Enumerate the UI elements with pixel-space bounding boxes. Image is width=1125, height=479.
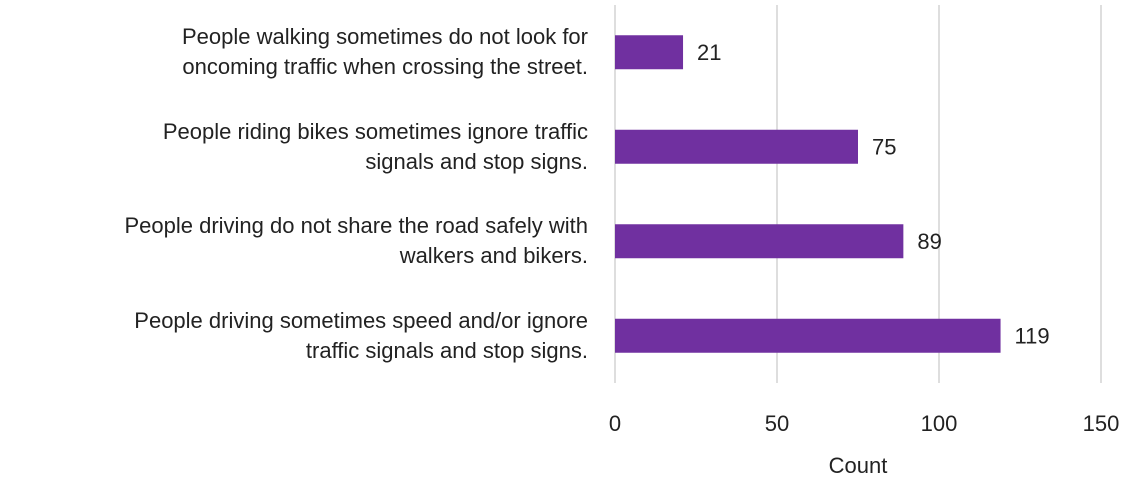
data-label: 119: [1015, 324, 1050, 349]
y-tick-label: People walking sometimes do not look for…: [182, 24, 588, 80]
data-label: 21: [697, 40, 721, 65]
y-tick-label-box: People walking sometimes do not look for…: [182, 24, 588, 80]
data-label: 89: [917, 229, 941, 254]
x-tick-label: 50: [765, 411, 789, 436]
y-tick-label: People driving do not share the road saf…: [124, 213, 588, 269]
bar: [615, 224, 904, 259]
x-axis-title: Count: [829, 453, 888, 478]
y-tick-label-box: People driving sometimes speed and/or ig…: [134, 307, 588, 363]
x-tick-label: 100: [921, 411, 958, 436]
y-tick-label-box: People riding bikes sometimes ignore tra…: [162, 118, 588, 174]
y-tick-label: People driving sometimes speed and/or ig…: [134, 307, 588, 363]
bar: [615, 35, 684, 70]
x-tick-label: 0: [609, 411, 621, 436]
y-tick-label-box: People driving do not share the road saf…: [124, 213, 588, 269]
y-tick-label: People riding bikes sometimes ignore tra…: [162, 118, 588, 174]
data-label: 75: [872, 135, 896, 160]
x-tick-label: 150: [1083, 411, 1120, 436]
bar: [615, 318, 1001, 353]
bar: [615, 129, 858, 164]
